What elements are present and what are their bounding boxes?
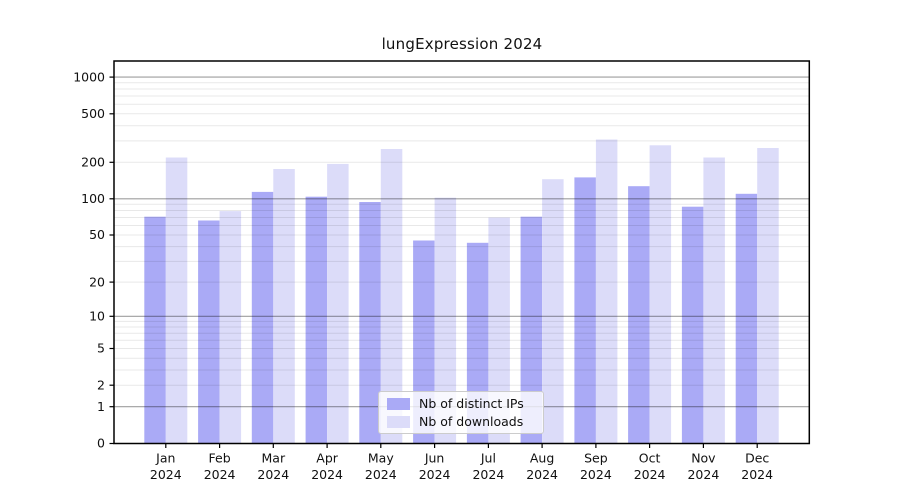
legend-item-downloads: Nb of downloads [387, 414, 535, 429]
gridlines-group [114, 76, 810, 408]
bar-nb-of-downloads-dec-2024 [757, 148, 779, 444]
y-tick-label: 2 [97, 377, 105, 392]
bar-nb-of-downloads-jan-2024 [165, 157, 188, 444]
bar-nb-of-downloads-nov-2024 [703, 157, 725, 444]
plot-border [113, 60, 811, 445]
x-axis: Jan 2024 Feb 2024 Mar 2024 Apr 2024 May 2024 Jun 20… [150, 443, 773, 483]
legend-label-downloads: Nb of downloads [419, 414, 524, 429]
bar-nb-of-distinct-ips-feb-2024 [198, 220, 220, 444]
bar-nb-of-downloads-jul-2024 [488, 217, 510, 444]
x-tick-label-jul-2024: Jul 2024 [472, 451, 504, 483]
x-tick-label-apr-2024: Apr 2024 [311, 451, 343, 483]
y-tick-label: 50 [89, 227, 105, 242]
bar-nb-of-distinct-ips-apr-2024 [305, 196, 328, 444]
legend-item-distinct-ips: Nb of distinct IPs [387, 396, 535, 411]
legend-swatch-downloads-icon [387, 415, 410, 428]
x-tick-label-jun-2024: Jun 2024 [419, 451, 451, 483]
bar-nb-of-distinct-ips-oct-2024 [628, 186, 650, 444]
y-tick-label: 0 [97, 436, 105, 451]
legend-swatch-distinct-ips-icon [387, 397, 410, 410]
bar-nb-of-downloads-aug-2024 [542, 179, 564, 444]
x-tick-label-sep-2024: Sep 2024 [580, 451, 612, 483]
y-tick-label: 5 [97, 341, 105, 356]
bar-nb-of-distinct-ips-dec-2024 [735, 193, 758, 444]
bar-nb-of-distinct-ips-mar-2024 [251, 191, 274, 444]
x-tick-label-nov-2024: Nov 2024 [687, 451, 719, 483]
bar-nb-of-downloads-oct-2024 [649, 145, 672, 444]
legend: Nb of distinct IPs Nb of downloads [378, 391, 544, 434]
bar-nb-of-downloads-sep-2024 [595, 139, 618, 444]
x-tick-label-may-2024: May 2024 [365, 451, 397, 483]
bar-nb-of-distinct-ips-jan-2024 [144, 216, 166, 444]
bar-nb-of-downloads-apr-2024 [327, 163, 349, 444]
bar-nb-of-downloads-feb-2024 [219, 211, 242, 444]
x-tick-label-jan-2024: Jan 2024 [150, 451, 182, 483]
bar-nb-of-distinct-ips-aug-2024 [520, 216, 543, 444]
bar-nb-of-distinct-ips-may-2024 [359, 202, 381, 444]
x-tick-label-dec-2024: Dec 2024 [741, 451, 773, 483]
x-tick-label-feb-2024: Feb 2024 [204, 451, 236, 483]
y-tick-label: 10 [89, 309, 105, 324]
bars-group [144, 139, 779, 444]
x-tick-label-oct-2024: Oct 2024 [634, 451, 666, 483]
bar-nb-of-downloads-may-2024 [380, 149, 403, 444]
chart-title: lungExpression 2024 [381, 35, 543, 53]
y-tick-label: 1000 [73, 69, 105, 84]
x-tick-label-aug-2024: Aug 2024 [526, 451, 558, 483]
y-tick-label: 200 [81, 155, 105, 170]
bar-nb-of-downloads-mar-2024 [273, 169, 295, 444]
bar-nb-of-downloads-jun-2024 [434, 197, 457, 444]
y-axis: 0 1 2 5 10 20 50 100 200 500 1000 [73, 69, 114, 451]
y-tick-label: 500 [81, 106, 105, 121]
y-tick-label: 1 [97, 399, 105, 414]
x-tick-label-mar-2024: Mar 2024 [257, 451, 289, 483]
y-tick-label: 20 [89, 274, 105, 289]
legend-label-distinct-ips: Nb of distinct IPs [419, 396, 524, 411]
bar-nb-of-distinct-ips-nov-2024 [681, 206, 704, 444]
y-tick-label: 100 [81, 191, 105, 206]
bar-nb-of-distinct-ips-sep-2024 [574, 177, 596, 444]
